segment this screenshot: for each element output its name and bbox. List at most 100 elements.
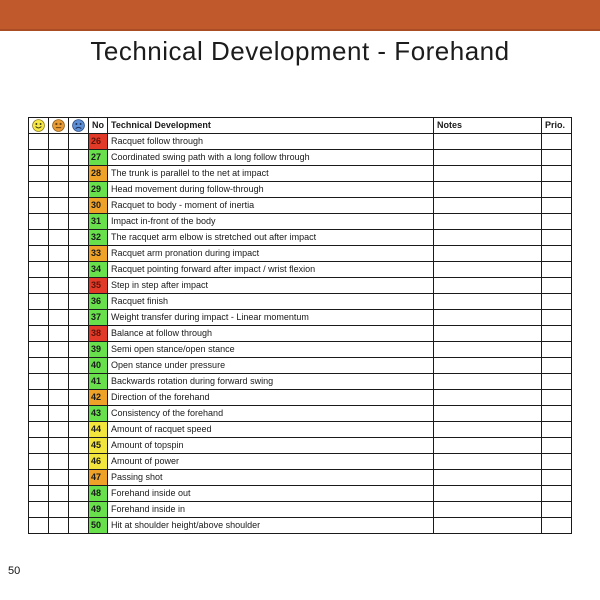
rating-cell-happy: [28, 277, 49, 294]
notes-cell: [433, 165, 542, 182]
notes-cell: [433, 325, 542, 342]
row-number-cell: 49: [88, 501, 108, 518]
row-number-cell: 42: [88, 389, 108, 406]
rating-cell-sad: [68, 325, 89, 342]
technical-development-cell: Backwards rotation during forward swing: [107, 373, 434, 390]
rating-cell-happy: [28, 485, 49, 502]
table-row: 34 Racquet pointing forward after impact…: [28, 261, 572, 278]
notes-cell: [433, 133, 542, 150]
rating-cell-sad: [68, 501, 89, 518]
prio-cell: [541, 197, 572, 214]
table-row: 33 Racquet arm pronation during impact: [28, 245, 572, 262]
prio-cell: [541, 453, 572, 470]
table-row: 40 Open stance under pressure: [28, 357, 572, 374]
table-row: 37 Weight transfer during impact - Linea…: [28, 309, 572, 326]
happy-face-icon-header: [28, 117, 49, 134]
technical-development-cell: Impact in-front of the body: [107, 213, 434, 230]
rating-cell-neutral: [48, 485, 69, 502]
prio-cell: [541, 389, 572, 406]
rating-cell-happy: [28, 293, 49, 310]
rating-cell-happy: [28, 245, 49, 262]
notes-cell: [433, 389, 542, 406]
table-row: 46 Amount of power: [28, 453, 572, 470]
rating-cell-happy: [28, 437, 49, 454]
prio-cell: [541, 437, 572, 454]
rating-cell-happy: [28, 149, 49, 166]
rating-cell-sad: [68, 133, 89, 150]
technical-development-table: No Technical Development Notes Prio. 26 …: [28, 117, 572, 534]
rating-cell-happy: [28, 453, 49, 470]
rating-cell-sad: [68, 245, 89, 262]
table-row: 39 Semi open stance/open stance: [28, 341, 572, 358]
rating-cell-neutral: [48, 325, 69, 342]
rating-cell-neutral: [48, 261, 69, 278]
notes-cell: [433, 181, 542, 198]
prio-cell: [541, 181, 572, 198]
notes-cell: [433, 405, 542, 422]
notes-cell: [433, 469, 542, 486]
notes-cell: [433, 229, 542, 246]
rating-cell-happy: [28, 389, 49, 406]
row-number-cell: 38: [88, 325, 108, 342]
rating-cell-sad: [68, 165, 89, 182]
rating-cell-sad: [68, 357, 89, 374]
row-number-cell: 37: [88, 309, 108, 326]
rating-cell-neutral: [48, 133, 69, 150]
rating-cell-neutral: [48, 245, 69, 262]
row-number-cell: 29: [88, 181, 108, 198]
prio-cell: [541, 229, 572, 246]
rating-cell-neutral: [48, 181, 69, 198]
rating-cell-sad: [68, 517, 89, 534]
rating-cell-neutral: [48, 373, 69, 390]
rating-cell-neutral: [48, 309, 69, 326]
prio-cell: [541, 373, 572, 390]
rating-cell-sad: [68, 469, 89, 486]
row-number-cell: 34: [88, 261, 108, 278]
rating-cell-neutral: [48, 405, 69, 422]
table-row: 44 Amount of racquet speed: [28, 421, 572, 438]
page-number: 50: [8, 565, 21, 577]
rating-cell-neutral: [48, 501, 69, 518]
rating-cell-sad: [68, 181, 89, 198]
notes-cell: [433, 373, 542, 390]
table-row: 26 Racquet follow through: [28, 133, 572, 150]
rating-cell-sad: [68, 341, 89, 358]
rating-cell-neutral: [48, 149, 69, 166]
prio-cell: [541, 405, 572, 422]
rating-cell-happy: [28, 517, 49, 534]
rating-cell-happy: [28, 261, 49, 278]
prio-cell: [541, 213, 572, 230]
row-number-cell: 28: [88, 165, 108, 182]
prio-cell: [541, 261, 572, 278]
table-row: 36 Racquet finish: [28, 293, 572, 310]
technical-development-cell: Balance at follow through: [107, 325, 434, 342]
prio-cell: [541, 245, 572, 262]
table-header-row: No Technical Development Notes Prio.: [28, 117, 572, 134]
rating-cell-sad: [68, 261, 89, 278]
rating-cell-sad: [68, 405, 89, 422]
rating-cell-sad: [68, 373, 89, 390]
row-number-cell: 48: [88, 485, 108, 502]
row-number-cell: 50: [88, 517, 108, 534]
rating-cell-sad: [68, 309, 89, 326]
notes-cell: [433, 245, 542, 262]
row-number-cell: 44: [88, 421, 108, 438]
prio-cell: [541, 421, 572, 438]
technical-development-cell: Racquet finish: [107, 293, 434, 310]
sad-face-icon: [72, 119, 85, 132]
rating-cell-neutral: [48, 421, 69, 438]
rating-cell-neutral: [48, 277, 69, 294]
notes-cell: [433, 517, 542, 534]
rating-cell-neutral: [48, 293, 69, 310]
technical-development-cell: Forehand inside in: [107, 501, 434, 518]
rating-cell-sad: [68, 389, 89, 406]
technical-development-cell: The racquet arm elbow is stretched out a…: [107, 229, 434, 246]
technical-development-cell: Step in step after impact: [107, 277, 434, 294]
technical-development-cell: Racquet to body - moment of inertia: [107, 197, 434, 214]
table-row: 41 Backwards rotation during forward swi…: [28, 373, 572, 390]
neutral-face-icon-header: [48, 117, 69, 134]
prio-cell: [541, 277, 572, 294]
rating-cell-neutral: [48, 453, 69, 470]
notes-cell: [433, 277, 542, 294]
